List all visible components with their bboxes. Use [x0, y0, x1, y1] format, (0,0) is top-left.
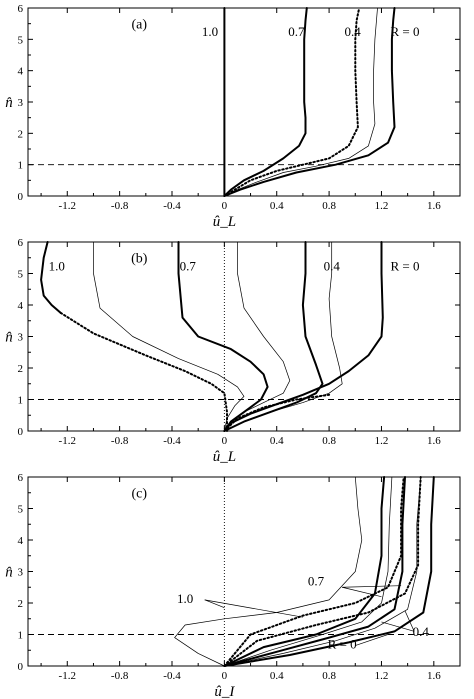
series-label: 0.7 — [180, 258, 197, 273]
series-label: 1.0 — [177, 591, 193, 606]
series-0-4 — [223, 241, 324, 432]
x-axis-label: û_L — [213, 449, 236, 465]
series-0-4 — [223, 7, 361, 197]
x-tick-label: 1.6 — [427, 435, 441, 447]
series-label: R = 0 — [391, 258, 420, 273]
leader-line — [355, 634, 389, 646]
y-tick-label: 1 — [18, 160, 24, 172]
x-axis-label: û_L — [213, 214, 236, 230]
series-label: 1.0 — [49, 258, 65, 273]
y-tick-label: 1 — [18, 395, 24, 407]
x-tick-label: 0.4 — [270, 200, 284, 212]
x-tick-label: -0.4 — [163, 200, 181, 212]
y-tick-label: 3 — [18, 567, 24, 579]
series-label: 0.4 — [413, 624, 430, 639]
y-tick-label: 1 — [18, 630, 24, 642]
series-label: 0.4 — [345, 24, 362, 39]
x-tick-label: -1.2 — [59, 670, 76, 682]
series-1-0-lower — [59, 311, 228, 432]
x-axis-label: û_I — [214, 684, 235, 699]
y-tick-label: 2 — [18, 128, 24, 140]
y-tick-label: 6 — [18, 3, 24, 15]
x-tick-label: -0.8 — [111, 670, 129, 682]
x-tick-label: 1.2 — [375, 200, 389, 212]
series-r-0-dotted — [223, 393, 331, 432]
y-tick-label: 2 — [18, 363, 24, 375]
x-tick-label: 0.8 — [322, 200, 336, 212]
series-label: R = 0 — [328, 637, 357, 652]
leader-line — [342, 585, 402, 588]
y-tick-label: 6 — [18, 237, 24, 249]
series-1-0 — [40, 241, 62, 314]
x-tick-label: 0 — [222, 200, 228, 212]
series-0-4-thick — [223, 476, 406, 667]
y-tick-label: 0 — [18, 191, 24, 203]
series-0-4-companion — [224, 7, 378, 197]
y-tick-label: 6 — [18, 472, 24, 484]
x-tick-label: 0.4 — [270, 670, 284, 682]
x-tick-label: -0.4 — [163, 435, 181, 447]
y-axis-label: n̂ — [5, 330, 13, 346]
leader-line — [204, 599, 225, 609]
series-r-0-thick — [223, 476, 435, 667]
panel-b: 0 1 2 3 4 5 6 -1.2 -0.8 -0.4 0 0.4 0.8 1.2 1.6 û_L n̂ (b)… — [5, 237, 461, 465]
series-0-4-thin — [224, 241, 343, 432]
y-tick-label: 0 — [18, 661, 24, 673]
x-tick-label: 0.8 — [322, 670, 336, 682]
x-tick-label: 0 — [222, 670, 228, 682]
x-tick-label: 0.8 — [322, 435, 336, 447]
y-tick-label: 2 — [18, 598, 24, 610]
panel-a: 0 1 2 3 4 5 6 -1.2 -0.8 -0.4 0 0.4 0.8 1.2 1.6 û_L n̂ (a)… — [5, 3, 461, 230]
y-tick-label: 3 — [18, 332, 24, 344]
y-tick-label: 5 — [18, 269, 24, 281]
y-tick-label: 0 — [18, 426, 24, 438]
x-tick-label: -0.8 — [111, 200, 129, 212]
leader-line — [404, 610, 415, 632]
x-tick-label: 0 — [222, 435, 228, 447]
series-label: 0.4 — [324, 258, 341, 273]
y-tick-label: 4 — [18, 66, 24, 78]
series-label: 0.7 — [308, 574, 325, 589]
series-0-4-thin — [224, 476, 422, 667]
x-tick-label: 0.4 — [270, 435, 284, 447]
series-0-7-dotted — [223, 476, 405, 667]
leader-line — [342, 586, 382, 598]
y-tick-label: 5 — [18, 504, 24, 516]
series-label: 1.0 — [202, 24, 218, 39]
y-tick-label: 5 — [18, 34, 24, 46]
x-tick-label: 1.6 — [427, 200, 441, 212]
series-0-7 — [223, 7, 308, 197]
leader-line — [381, 621, 415, 632]
x-tick-label: -0.8 — [111, 435, 129, 447]
x-tick-label: 1.2 — [375, 435, 389, 447]
leader-line — [204, 599, 303, 618]
series-label: R = 0 — [391, 24, 420, 39]
series-1-0-thin — [93, 241, 245, 432]
y-axis-label: n̂ — [5, 565, 13, 581]
y-tick-label: 3 — [18, 97, 24, 109]
panel-tag: (a) — [131, 17, 147, 32]
x-tick-label: 1.2 — [375, 670, 389, 682]
series-0-7-thin — [224, 241, 291, 432]
y-tick-label: 4 — [18, 300, 24, 312]
x-tick-label: -0.4 — [163, 670, 181, 682]
y-axis-label: n̂ — [5, 95, 13, 111]
panel-c: 0 1 2 3 4 5 6 -1.2 -0.8 -0.4 0 0.4 0.8 1.2 1.6 û_I n̂ (c)… — [5, 472, 461, 699]
panel-tag: (c) — [131, 486, 147, 501]
x-tick-label: -1.2 — [59, 200, 76, 212]
x-tick-label: 1.6 — [427, 670, 441, 682]
series-r-0-dotted — [223, 476, 422, 667]
series-label: 0.7 — [288, 24, 305, 39]
series-r-0 — [223, 7, 396, 197]
panel-tag: (b) — [131, 251, 148, 266]
series-0-7-thin — [224, 476, 393, 667]
series-1-0-thick — [223, 476, 386, 667]
x-tick-label: -1.2 — [59, 435, 76, 447]
y-tick-label: 4 — [18, 535, 24, 547]
